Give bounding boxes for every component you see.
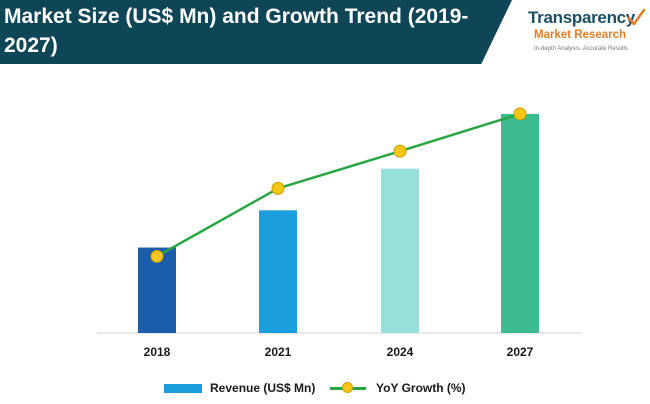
company-logo: Transparency Market Research In-depth An…	[528, 8, 646, 60]
yoy-growth-marker-2027	[513, 107, 527, 121]
x-tick-label-2027: 2027	[507, 345, 534, 359]
chart-legend: Revenue (US$ Mn) YoY Growth (%)	[0, 376, 650, 400]
legend-label-revenue: Revenue (US$ Mn)	[210, 381, 316, 395]
yoy-growth-marker-2024	[393, 144, 407, 158]
yoy-growth-marker-2021	[271, 181, 285, 195]
bar-2027	[501, 113, 539, 333]
yoy-growth-line	[156, 112, 521, 258]
logo-name-line1: Transparency	[528, 8, 635, 27]
legend-label-yoy-growth: YoY Growth (%)	[376, 381, 466, 395]
check-mark-icon	[627, 8, 646, 26]
bar-2021	[259, 210, 297, 333]
legend-swatch-yoy-growth	[330, 382, 366, 394]
title-banner	[0, 0, 512, 64]
x-tick-label-2024: 2024	[387, 345, 414, 359]
legend-swatch-revenue	[164, 383, 202, 393]
bar-2024	[381, 168, 419, 333]
x-tick-label-2018: 2018	[144, 345, 171, 359]
legend-item-yoy-growth: YoY Growth (%)	[330, 376, 466, 400]
chart-title: Market Size (US$ Mn) and Growth Trend (2…	[4, 5, 469, 57]
yoy-growth-marker-2018	[150, 249, 164, 263]
logo-tagline: In-depth Analysis. Accurate Results	[534, 46, 629, 52]
legend-item-revenue: Revenue (US$ Mn)	[164, 376, 315, 400]
x-tick-label-2021: 2021	[265, 345, 292, 359]
logo-name-line2: Market Research	[534, 29, 627, 41]
